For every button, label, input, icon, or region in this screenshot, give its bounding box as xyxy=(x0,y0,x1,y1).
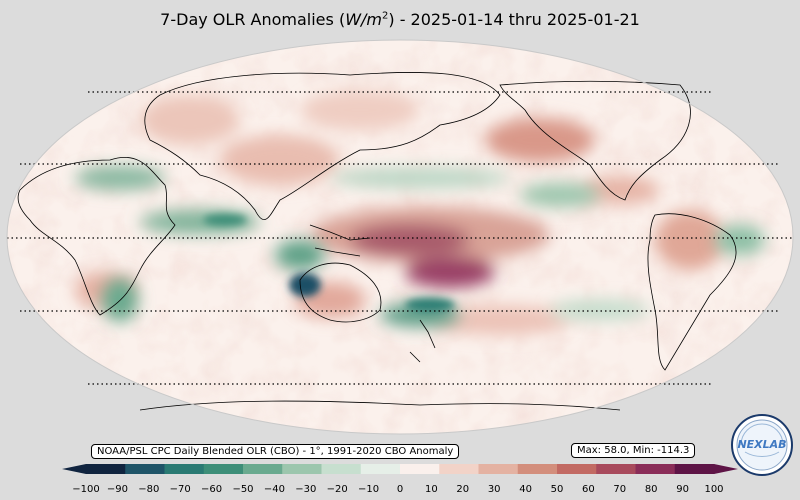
colorbar-segment xyxy=(674,464,715,474)
south-america-coastline xyxy=(647,213,737,371)
colorbar-tick-label: −80 xyxy=(138,484,160,495)
colorbar-segment xyxy=(86,464,126,474)
colorbar-segment xyxy=(596,464,636,474)
coastlines xyxy=(17,71,737,411)
colorbar xyxy=(62,464,738,474)
colorbar-tick-label: 50 xyxy=(550,484,564,495)
title-unit: W/m xyxy=(345,10,382,29)
title-suffix: ) - 2025-01-14 thru 2025-01-21 xyxy=(388,10,640,29)
colorbar-segment xyxy=(635,464,676,474)
title-prefix: 7-Day OLR Anomalies ( xyxy=(160,10,346,29)
colorbar-tick-label: −30 xyxy=(295,484,317,495)
colorbar-tick-label: −100 xyxy=(72,484,100,495)
north-america-coastline xyxy=(499,80,691,201)
nexlab-globe-logo: NEXLAB xyxy=(731,414,793,476)
source-label: NOAA/PSL CPC Daily Blended OLR (CBO) - 1… xyxy=(91,444,460,459)
colorbar-segment xyxy=(517,464,558,474)
colorbar-max-extension xyxy=(714,464,738,474)
title-unit-exponent: 2 xyxy=(381,10,389,22)
colorbar-tick-label: 90 xyxy=(676,484,689,495)
colorbar-tick-label: 80 xyxy=(644,484,658,495)
africa-coastline xyxy=(17,156,176,316)
colorbar-segment xyxy=(164,464,205,474)
colorbar-segment xyxy=(360,464,401,474)
anomaly-field xyxy=(7,40,793,434)
new-zealand-coastline xyxy=(409,319,436,363)
globe-outline xyxy=(6,39,794,435)
colorbar-segment xyxy=(282,464,322,474)
latitude-gridlines xyxy=(7,91,793,385)
colorbar-segment xyxy=(203,464,244,474)
antarctica-coastline xyxy=(139,400,621,411)
maritime-continent-islands xyxy=(309,224,371,257)
colorbar-tick-label: −10 xyxy=(358,484,380,495)
colorbar-tick-label: −50 xyxy=(232,484,254,495)
colorbar-tick-label: −90 xyxy=(106,484,128,495)
colorbar-tick-label: 20 xyxy=(456,484,470,495)
colorbar-tick-label: 100 xyxy=(704,484,724,495)
logo-text: NEXLAB xyxy=(737,438,786,451)
colorbar-tick-label: −20 xyxy=(326,484,348,495)
australia-coastline xyxy=(299,262,382,323)
colorbar-tick-label: 60 xyxy=(582,484,595,495)
stats-label: Max: 58.0, Min: -114.3 xyxy=(571,443,696,458)
colorbar-segment xyxy=(243,464,283,474)
colorbar-tick-label: 0 xyxy=(396,484,404,495)
colorbar-tick-label: 10 xyxy=(425,484,438,495)
colorbar-segment xyxy=(439,464,479,474)
colorbar-tick-label: −40 xyxy=(263,484,285,495)
eurasia-coastline xyxy=(144,71,501,220)
map-title: 7-Day OLR Anomalies (W/m2) - 2025-01-14 … xyxy=(0,10,800,29)
colorbar-tick-label: 30 xyxy=(487,484,501,495)
colorbar-segment xyxy=(400,464,440,474)
colorbar-tick-label: −70 xyxy=(169,484,191,495)
colorbar-tick-label: −60 xyxy=(201,484,223,495)
colorbar-tick-label: 40 xyxy=(519,484,532,495)
colorbar-min-extension xyxy=(62,464,86,474)
colorbar-segment xyxy=(125,464,165,474)
colorbar-segment xyxy=(478,464,519,474)
colorbar-tick-label: 70 xyxy=(613,484,627,495)
colorbar-segment xyxy=(321,464,362,474)
colorbar-segment xyxy=(557,464,597,474)
